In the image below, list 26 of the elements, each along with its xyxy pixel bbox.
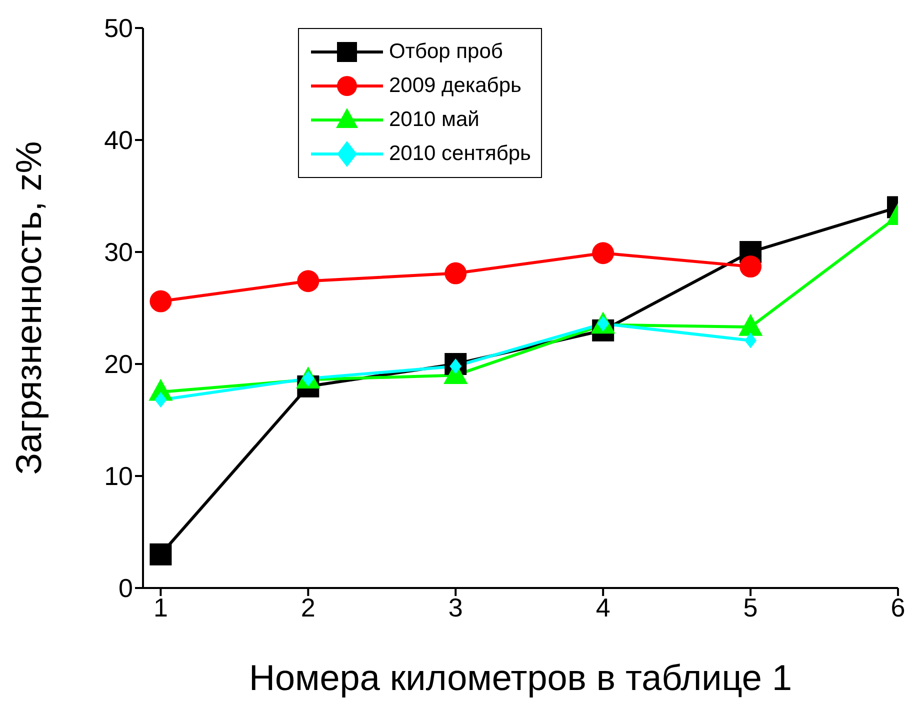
x-tick-label: 4 (596, 592, 610, 622)
point (150, 290, 172, 312)
y-tick-label: 30 (104, 237, 133, 268)
legend-label: Отбор проб (389, 40, 503, 64)
point (592, 242, 614, 264)
point (444, 262, 467, 284)
point (150, 543, 172, 566)
x-tick-label: 5 (743, 592, 758, 622)
x-axis-title: Номера километров в таблице 1 (249, 657, 792, 698)
y-tick-label: 40 (104, 125, 133, 156)
legend-label: 2010 сентябрь (389, 142, 531, 166)
y-tick-label: 10 (104, 461, 133, 492)
legend-label: 2009 декабрь (389, 74, 522, 98)
y-tick-label: 50 (104, 13, 133, 44)
y-axis-title: Загрязненность, z% (8, 141, 49, 475)
point (744, 332, 757, 348)
x-tick-label: 6 (890, 592, 906, 622)
y-tick-label: 20 (104, 349, 133, 380)
point (740, 256, 762, 278)
y-tick-label: 0 (118, 573, 133, 604)
legend-label: 2010 май (389, 108, 480, 132)
x-tick-label: 1 (153, 592, 168, 622)
x-tick-label: 3 (448, 592, 463, 622)
x-tick-label: 2 (300, 592, 316, 622)
point (154, 392, 167, 408)
point (297, 270, 320, 292)
